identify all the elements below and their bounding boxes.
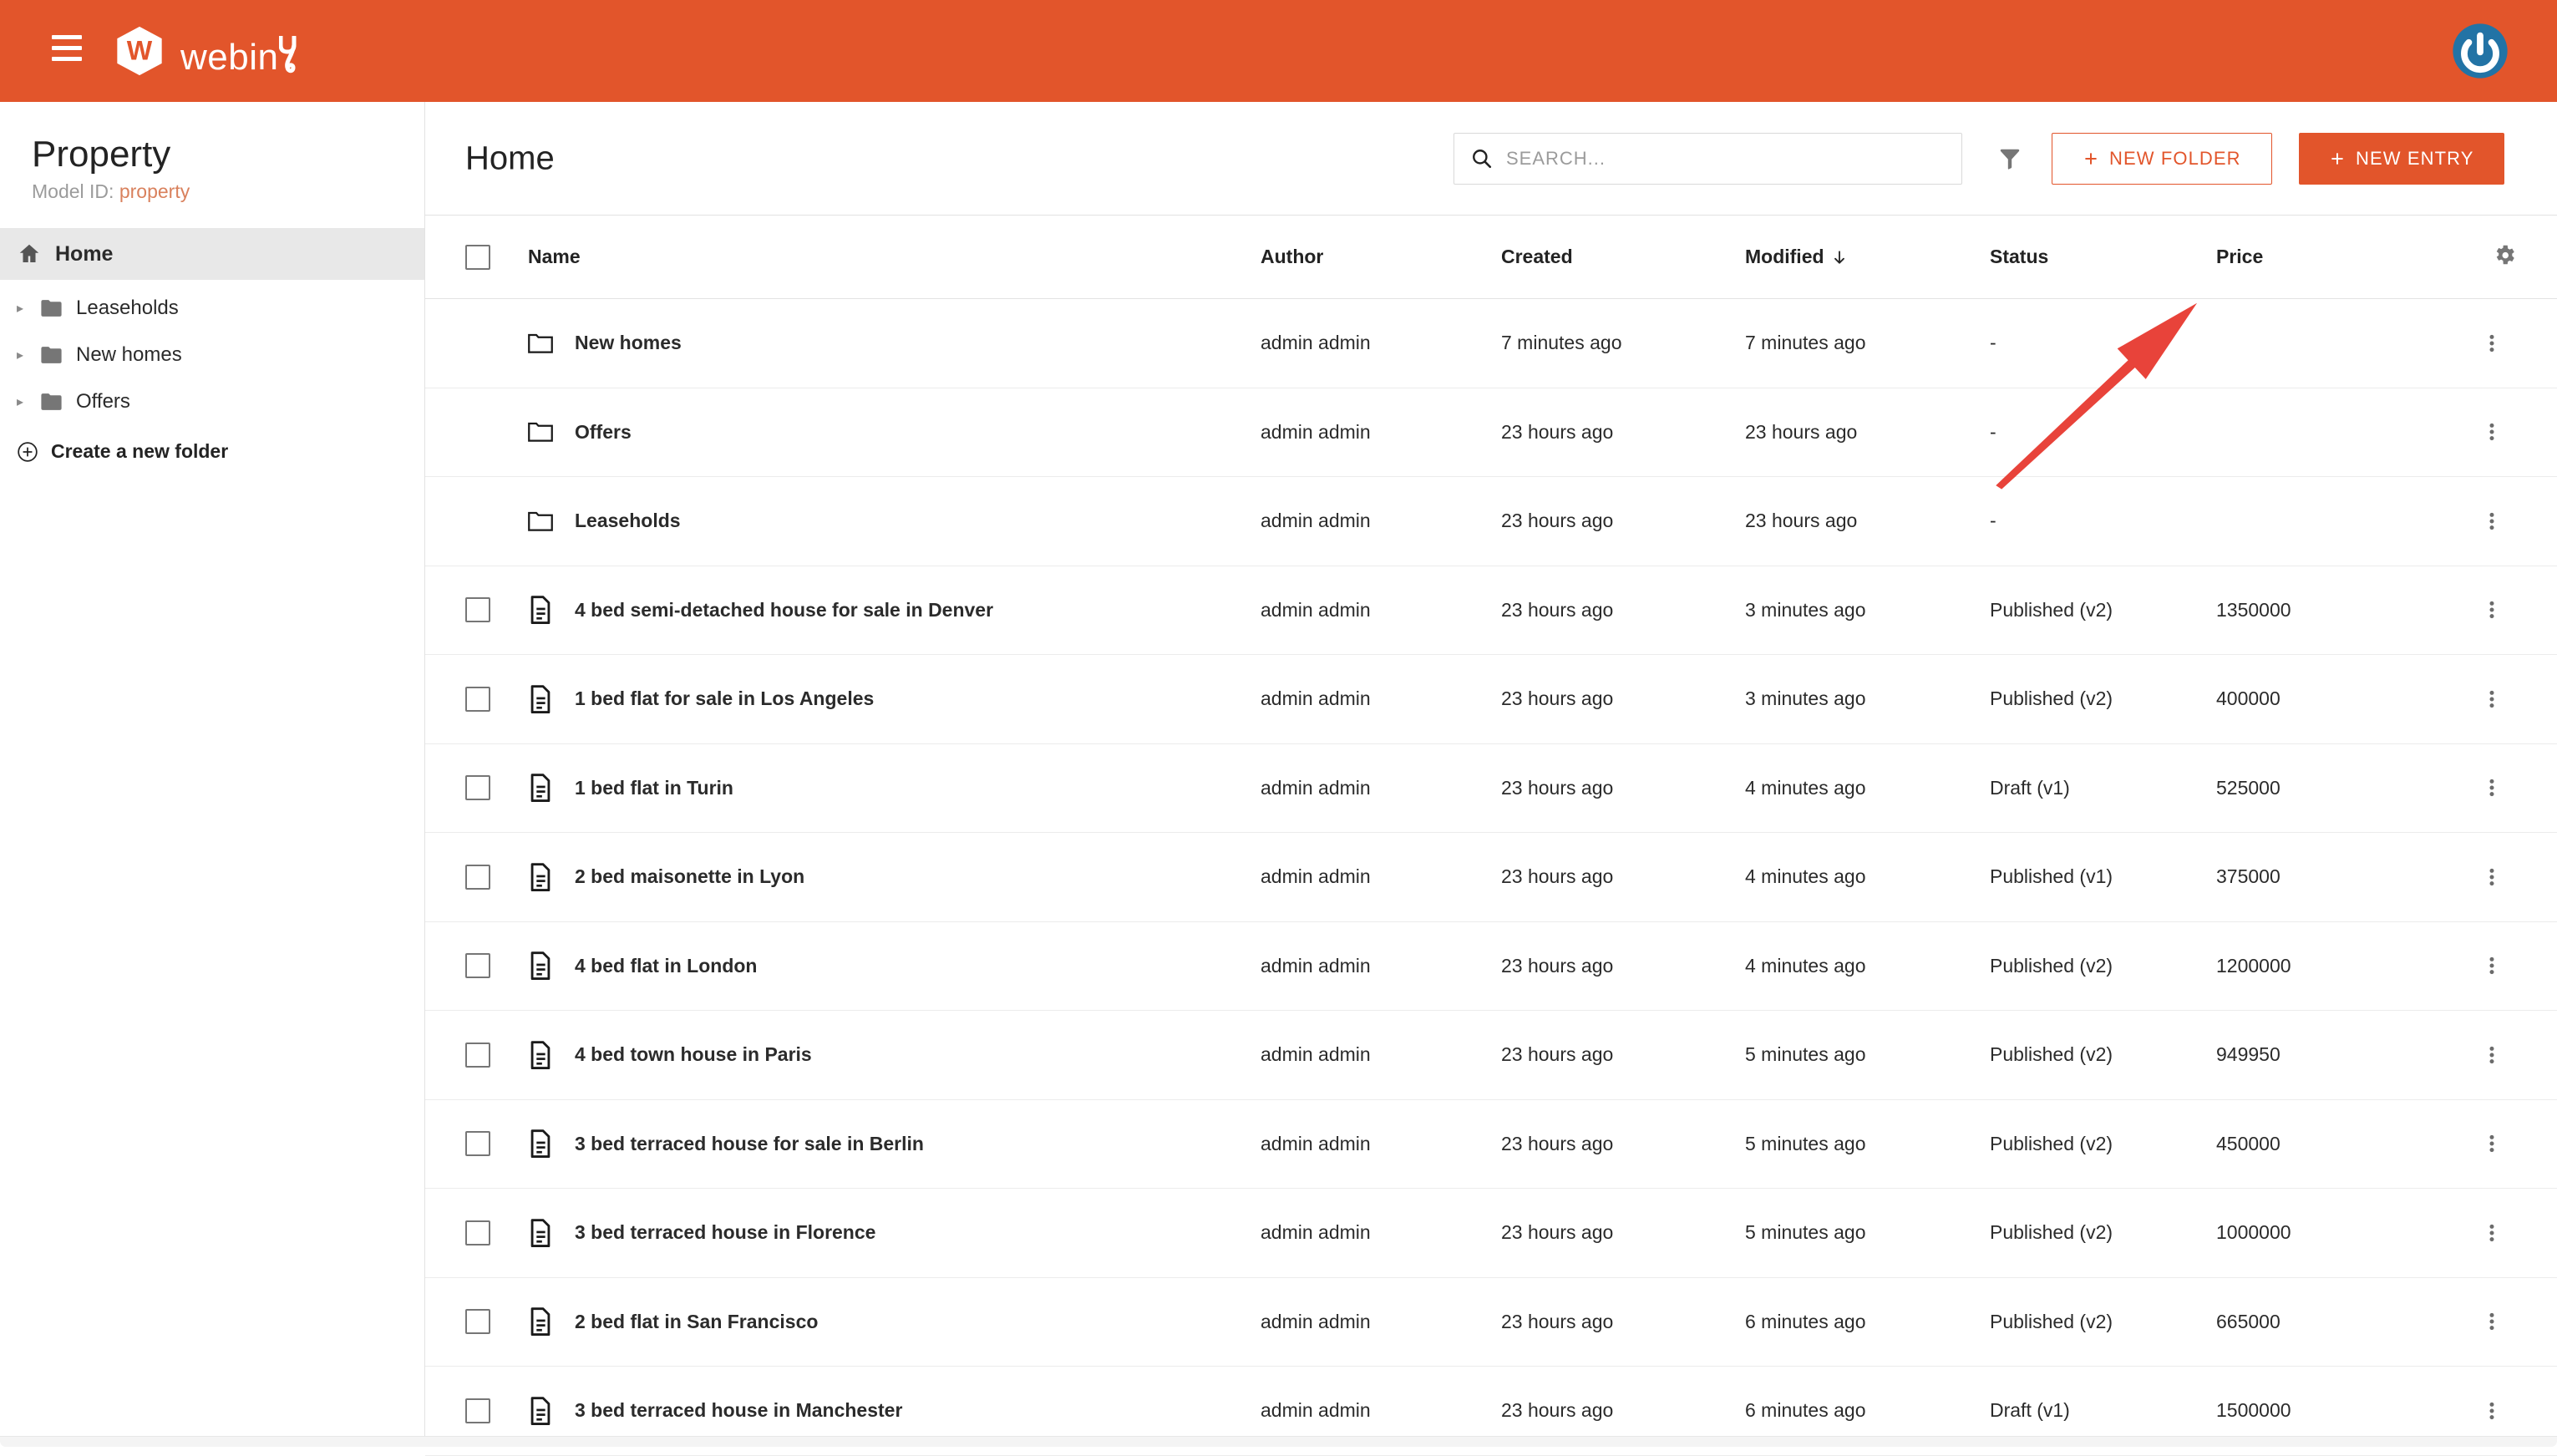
svg-text:W: W — [127, 36, 153, 66]
